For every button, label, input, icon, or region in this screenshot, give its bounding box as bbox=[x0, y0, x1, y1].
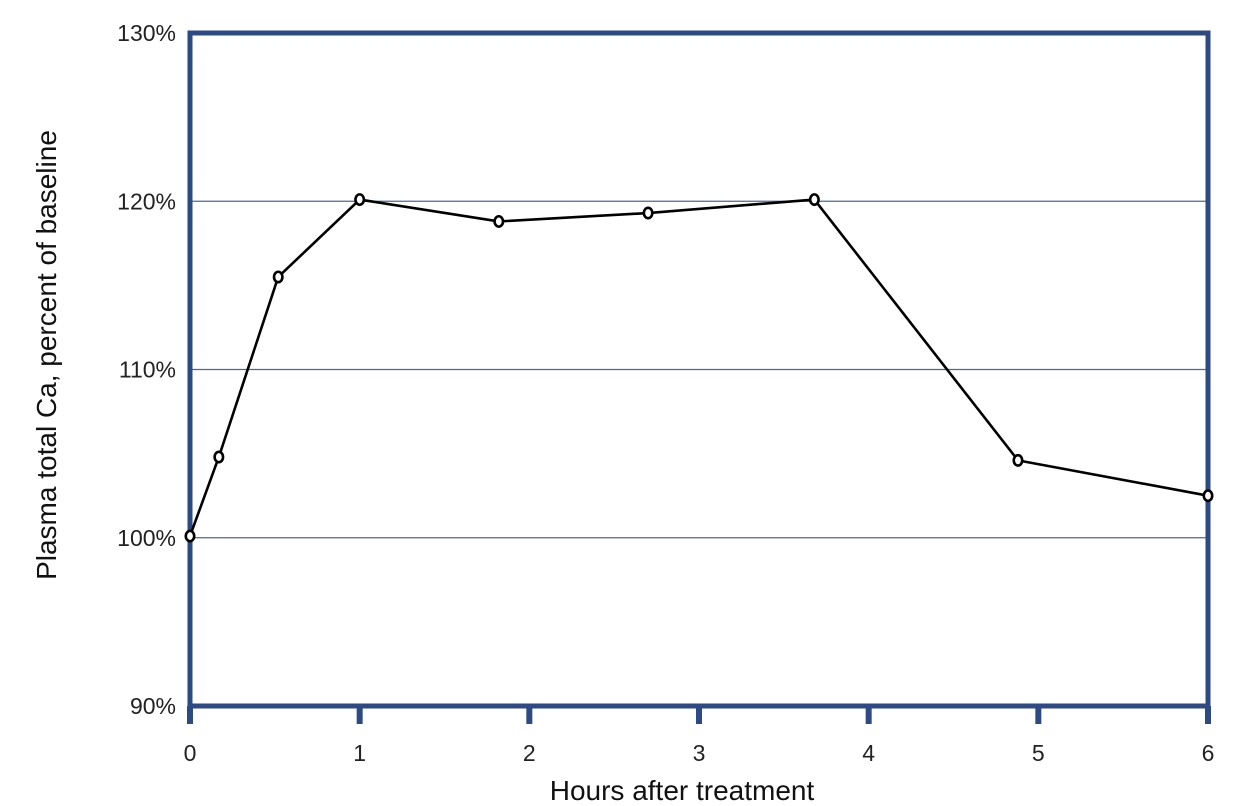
data-point bbox=[808, 193, 820, 207]
x-axis-tick-labels: 0 1 2 3 4 5 6 bbox=[184, 740, 1215, 766]
data-point bbox=[1202, 489, 1214, 503]
data-point bbox=[213, 450, 225, 464]
data-point bbox=[493, 214, 505, 228]
y-axis-title: Plasma total Ca, percent of baseline bbox=[31, 130, 62, 580]
x-axis-ticks bbox=[187, 706, 1211, 724]
y-tick-label: 130% bbox=[117, 20, 176, 46]
series-layer bbox=[184, 193, 1214, 543]
y-axis-tick-labels: 90% 100% 110% 120% 130% bbox=[117, 20, 176, 719]
y-tick-label: 100% bbox=[117, 525, 176, 551]
x-tick-label: 2 bbox=[523, 740, 536, 766]
data-point bbox=[1012, 453, 1024, 467]
x-tick-label: 6 bbox=[1202, 740, 1215, 766]
x-tick-label: 0 bbox=[184, 740, 197, 766]
x-axis-title: Hours after treatment bbox=[550, 775, 815, 806]
x-tick-label: 5 bbox=[1032, 740, 1045, 766]
data-point bbox=[184, 529, 196, 543]
y-tick-label: 90% bbox=[130, 693, 176, 719]
y-tick-label: 110% bbox=[119, 357, 176, 383]
y-tick-label: 120% bbox=[117, 188, 176, 214]
data-point bbox=[272, 270, 284, 284]
data-point bbox=[354, 193, 366, 207]
x-tick-label: 1 bbox=[353, 740, 366, 766]
x-tick-label: 3 bbox=[693, 740, 706, 766]
data-point bbox=[642, 206, 654, 220]
x-tick-label: 4 bbox=[862, 740, 875, 766]
